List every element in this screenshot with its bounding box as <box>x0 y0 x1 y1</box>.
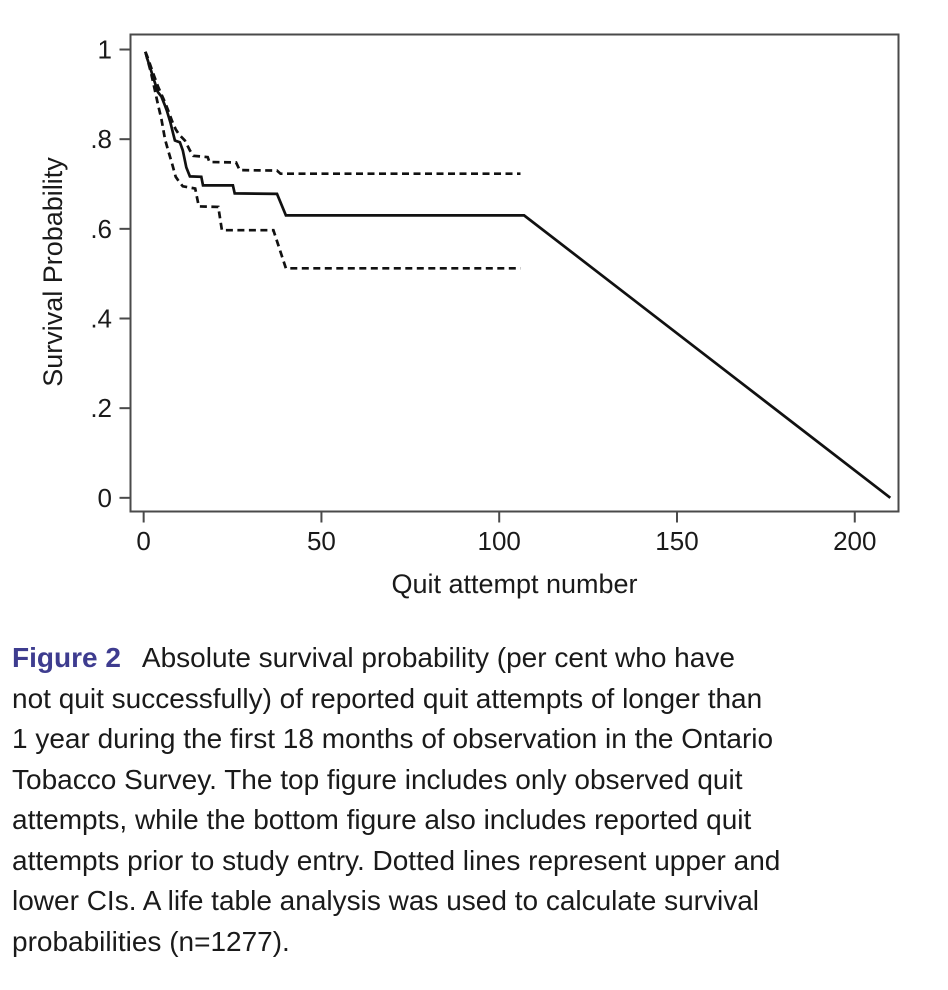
upper-ci-line <box>144 51 521 176</box>
y-axis-tick-label: .6 <box>90 214 112 244</box>
figure-caption-text: Absolute survival probability (per cent … <box>12 642 781 957</box>
x-axis-tick-label: 150 <box>655 526 698 556</box>
x-axis-tick-label: 100 <box>478 526 521 556</box>
x-axis-tick-label: 50 <box>307 526 336 556</box>
plot-frame <box>129 33 900 513</box>
y-axis-tick-label: .8 <box>90 124 112 154</box>
figure-caption: Figure 2 Absolute survival probability (p… <box>0 614 948 962</box>
x-axis-tick-label: 200 <box>833 526 876 556</box>
y-axis-tick-label: .2 <box>90 393 112 423</box>
x-axis-tick-label: 0 <box>136 526 150 556</box>
survival-chart: 1 .8 .6 .4 .2 00 50 100 150 200 Quit attempt numbe… <box>38 33 900 599</box>
lower-ci-line <box>144 51 521 270</box>
survival-estimate-line <box>144 51 892 499</box>
y-axis-label: Survival Probability <box>38 157 68 387</box>
x-axis-label: Quit attempt number <box>391 569 637 599</box>
y-axis-tick-label: .4 <box>90 304 112 334</box>
y-axis-tick-label: 0 <box>98 483 112 513</box>
figure-label: Figure 2 <box>12 642 121 673</box>
figure-2: 1 .8 .6 .4 .2 0 0 50 100 150 200 Quit attempt numbe… <box>0 33 948 962</box>
y-axis-tick-label: 1 <box>98 35 112 65</box>
